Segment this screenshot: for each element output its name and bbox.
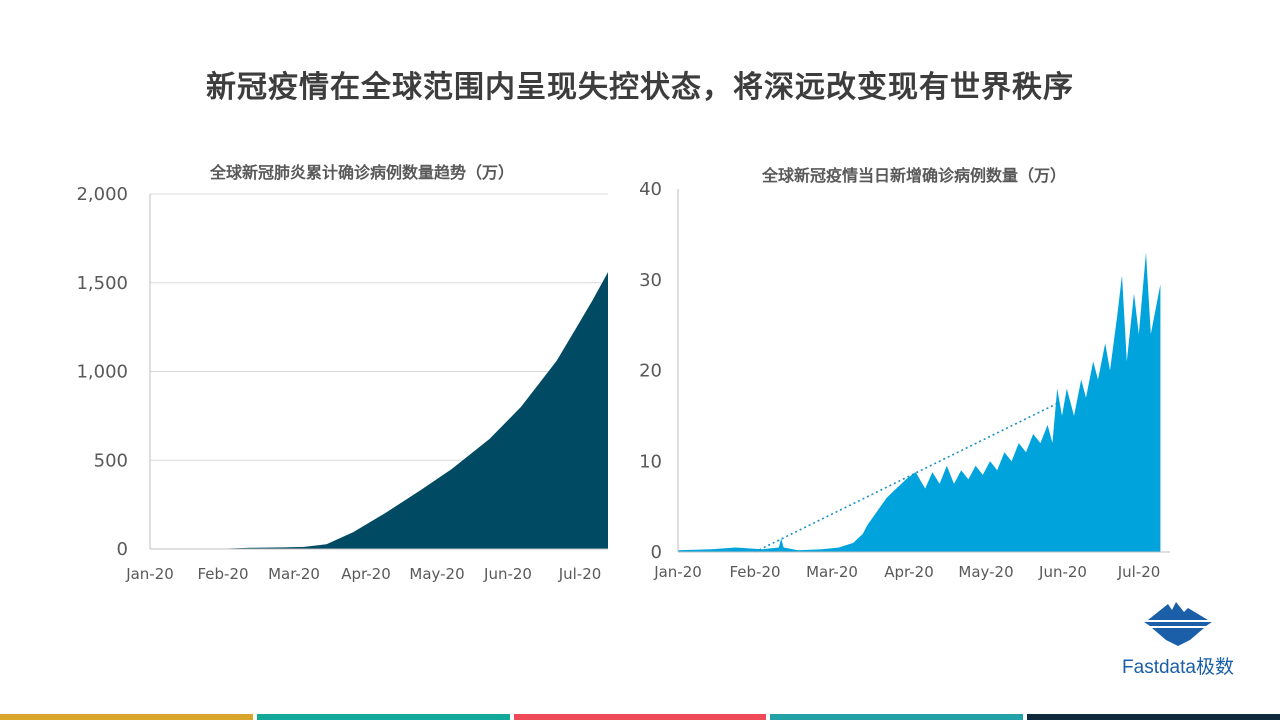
bottom-bar-segment	[256, 714, 510, 720]
y-tick-label: 1,500	[76, 273, 128, 294]
y-tick-label: 30	[639, 270, 662, 291]
series-area	[678, 252, 1161, 552]
logo-text: Fastdata极数	[1122, 657, 1234, 678]
y-tick-label: 20	[639, 361, 662, 382]
chart-title: 全球新冠疫情当日新增确诊病例数量（万）	[761, 166, 1066, 185]
x-tick-label: Feb-20	[729, 563, 780, 581]
x-tick-label: Apr-20	[884, 563, 934, 581]
x-tick-label: Mar-20	[806, 563, 858, 581]
y-tick-label: 500	[94, 450, 128, 471]
daily-new-cases-chart: 全球新冠疫情当日新增确诊病例数量（万） 0 10 20 30 40 Jan-20 Feb-20…	[639, 166, 1170, 581]
y-tick-label: 2,000	[76, 184, 128, 205]
chart-title: 全球新冠肺炎累计确诊病例数量趋势（万）	[209, 163, 514, 182]
y-tick-label: 10	[639, 451, 662, 472]
y-tick-label: 0	[651, 542, 662, 563]
cumulative-cases-chart: 全球新冠肺炎累计确诊病例数量趋势（万） 0 500 1,000 1,500 2,000 Ja…	[76, 163, 608, 583]
x-tick-label: May-20	[958, 563, 1013, 581]
x-tick-label: Jul-20	[558, 565, 602, 583]
x-tick-label: Jun-20	[1038, 563, 1087, 581]
x-tick-label: Apr-20	[341, 565, 391, 583]
x-tick-label: Mar-20	[268, 565, 320, 583]
iceberg-logo-icon	[1144, 602, 1212, 646]
x-tick-label: Feb-20	[197, 565, 248, 583]
y-tick-label: 0	[117, 539, 128, 560]
y-tick-label: 1,000	[76, 362, 128, 383]
bottom-bar-segment	[513, 714, 767, 720]
bottom-color-bar	[0, 714, 1280, 720]
x-tick-label: Jun-20	[483, 565, 532, 583]
y-tick-label: 40	[639, 179, 662, 200]
x-tick-label: Jan-20	[125, 565, 174, 583]
bottom-bar-segment	[0, 714, 253, 720]
series-area	[150, 245, 608, 549]
slide-title: 新冠疫情在全球范围内呈现失控状态，将深远改变现有世界秩序	[206, 70, 1074, 105]
bottom-bar-segment	[1027, 714, 1280, 720]
x-tick-label: Jul-20	[1117, 563, 1161, 581]
trendline	[754, 401, 1060, 553]
x-tick-label: Jan-20	[653, 563, 702, 581]
x-tick-label: May-20	[409, 565, 464, 583]
fastdata-logo: Fastdata极数	[1108, 596, 1248, 680]
bottom-bar-segment	[770, 714, 1024, 720]
